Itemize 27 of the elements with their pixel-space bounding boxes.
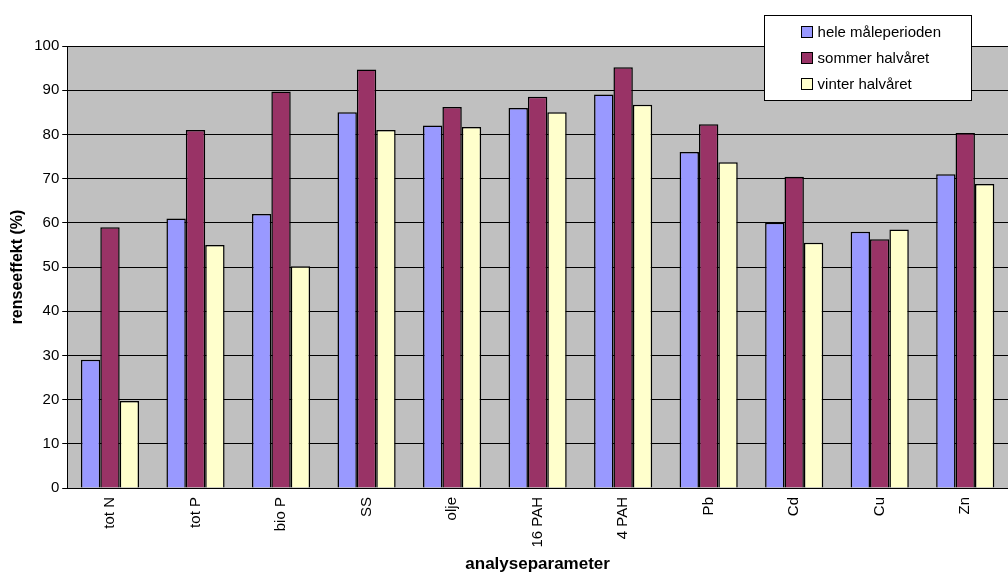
y-tick-label: 60 xyxy=(42,212,60,230)
y-tick-label: 100 xyxy=(34,36,60,54)
y-tick-label: 10 xyxy=(42,433,60,451)
x-tick-label: Cd xyxy=(784,497,802,517)
x-tick-label: olje xyxy=(442,497,460,521)
x-tick-label: tot N xyxy=(100,497,118,529)
y-tick-label: 70 xyxy=(42,168,60,186)
y-axis-title: renseeffekt (%) xyxy=(8,209,26,325)
x-tick-label: tot P xyxy=(185,497,203,528)
x-tick-label: Zn xyxy=(955,497,973,515)
y-tick-label: 20 xyxy=(42,389,60,407)
x-tick-label: SS xyxy=(356,497,374,518)
y-tick-label: 90 xyxy=(42,80,60,98)
legend-label: vinter halvåret xyxy=(816,74,913,94)
y-tick-label: 0 xyxy=(50,478,60,496)
y-tick-label: 40 xyxy=(42,301,60,319)
x-tick-label: Pb xyxy=(698,497,716,516)
x-tick-label: 4 PAH xyxy=(613,497,631,540)
y-tick-label: 50 xyxy=(42,257,60,275)
legend-label: sommer halvåret xyxy=(816,48,931,68)
x-axis-title: analyseparameter xyxy=(465,554,611,574)
x-tick-label: bio P xyxy=(271,497,289,532)
x-tick-label: Cu xyxy=(869,497,887,517)
x-tick-label: 16 PAH xyxy=(527,497,545,548)
legend-label: hele måleperioden xyxy=(816,22,941,42)
y-tick-label: 30 xyxy=(42,345,60,363)
y-tick-label: 80 xyxy=(42,124,60,142)
